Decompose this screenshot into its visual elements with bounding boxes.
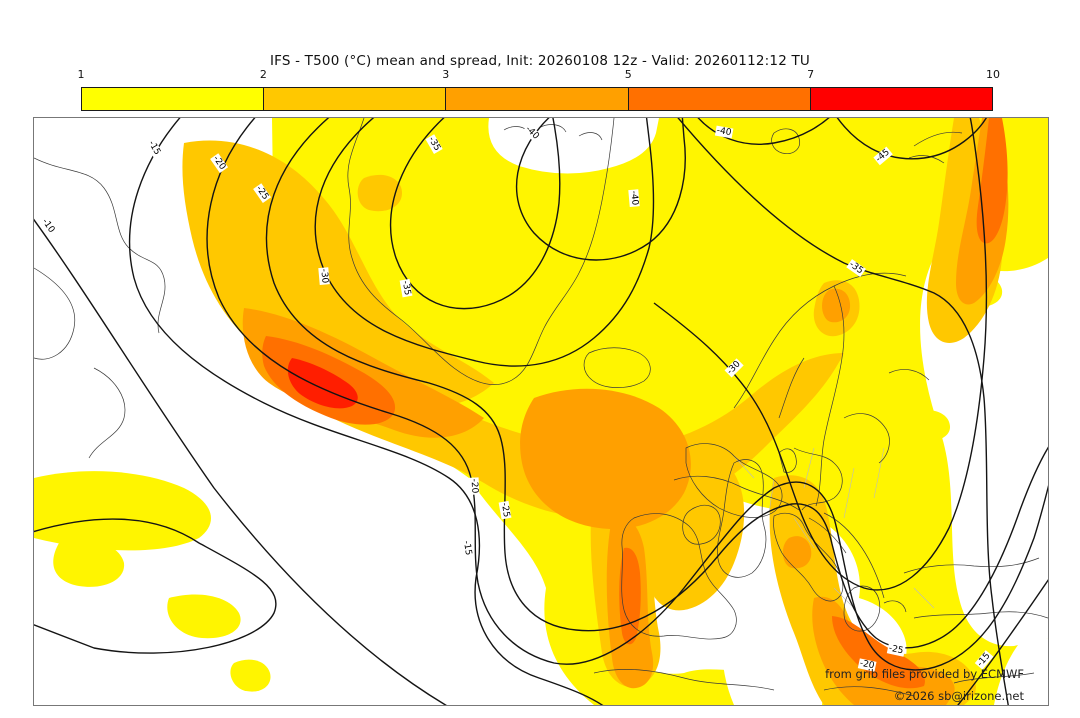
colorbar-segment-2-3 <box>263 88 446 110</box>
contour-label: -20 <box>468 477 480 495</box>
colorbar-tick-1: 1 <box>77 68 85 81</box>
contour-label: -40 <box>628 189 640 207</box>
colorbar-segment-7-10 <box>809 88 993 110</box>
contour-layer <box>34 118 1048 705</box>
colorbar-tick-3: 3 <box>442 68 450 81</box>
chart-title: IFS - T500 (°C) mean and spread, Init: 2… <box>269 53 811 69</box>
colorbar-segment-5-7 <box>627 88 810 110</box>
spread-colorbar <box>81 87 993 111</box>
spread-fill-layer <box>34 118 1048 705</box>
colorbar-tick-10: 10 <box>986 68 1000 81</box>
colorbar-segment-3-5 <box>445 88 628 110</box>
attribution-copyright: ©2026 sb@irizone.net <box>893 689 1024 703</box>
colorbar-tick-5: 5 <box>624 68 632 81</box>
contour-label: -30 <box>318 267 330 285</box>
coastline-layer <box>34 118 1048 697</box>
attribution-source: from grib files provided by ECMWF <box>825 667 1024 681</box>
colorbar-ticks: 1 2 3 5 7 10 <box>77 68 1001 84</box>
colorbar-tick-2: 2 <box>259 68 267 81</box>
map-canvas <box>34 118 1048 705</box>
colorbar-segment-1-2 <box>82 88 264 110</box>
colorbar-tick-7: 7 <box>807 68 815 81</box>
map-panel: -10 -15 -20 -25 -30 -35 -35 -40 -40 -40 -45 -35 -30-… <box>33 117 1049 706</box>
border-layer <box>733 447 935 609</box>
